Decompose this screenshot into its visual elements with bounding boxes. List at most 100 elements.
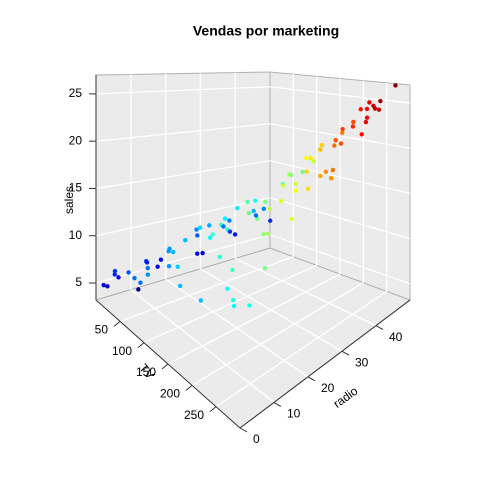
point — [105, 284, 110, 289]
point — [246, 210, 252, 216]
point — [175, 264, 180, 269]
grid-line — [269, 123, 411, 149]
grid-line — [215, 290, 388, 408]
point — [208, 235, 213, 240]
y-tick-label: 40 — [389, 330, 403, 344]
z-tick-label: 10 — [69, 228, 83, 242]
point — [280, 183, 286, 188]
point — [158, 257, 164, 262]
point — [289, 172, 294, 178]
grid-line — [269, 160, 411, 195]
point — [112, 272, 117, 277]
points — [101, 83, 398, 309]
y-tick — [239, 427, 248, 433]
point — [101, 282, 106, 288]
grid-line — [200, 268, 343, 352]
x-tick — [161, 363, 169, 370]
point — [262, 265, 268, 271]
point — [200, 250, 205, 256]
x-tick-label: 150 — [136, 365, 156, 379]
point — [245, 199, 250, 205]
y-tick-label: 30 — [355, 355, 369, 369]
point — [247, 303, 252, 308]
point — [230, 267, 235, 273]
x-tick — [185, 384, 193, 391]
point — [350, 124, 356, 129]
point — [183, 238, 188, 243]
point — [155, 264, 160, 269]
point — [251, 208, 256, 214]
point — [340, 126, 345, 132]
point — [235, 206, 240, 211]
grid-line — [269, 234, 411, 285]
point — [318, 173, 323, 179]
y-tick-label: 20 — [321, 381, 335, 395]
point — [378, 98, 383, 104]
point — [126, 270, 131, 275]
y-tick-label: 0 — [253, 432, 260, 446]
point — [267, 206, 272, 212]
point — [221, 224, 226, 229]
point — [308, 155, 313, 161]
grid-line — [95, 160, 271, 190]
point — [330, 167, 336, 173]
grid-line — [95, 123, 271, 142]
y-tick — [307, 376, 316, 382]
point — [132, 275, 137, 281]
point — [166, 264, 172, 269]
point — [364, 106, 370, 112]
point — [253, 198, 258, 203]
point — [305, 186, 311, 192]
point — [222, 216, 228, 221]
point — [266, 231, 271, 236]
point — [358, 107, 363, 112]
x-tick — [137, 342, 145, 349]
point — [318, 147, 323, 152]
point — [339, 130, 345, 136]
point — [227, 218, 232, 223]
point — [227, 229, 233, 234]
y-tick — [375, 325, 384, 331]
point — [116, 275, 121, 280]
point — [136, 287, 141, 292]
z-tick-label: 15 — [69, 181, 83, 195]
point — [144, 260, 150, 265]
point — [207, 223, 212, 228]
grid-line — [234, 257, 377, 327]
point — [300, 169, 305, 174]
grid-line — [95, 234, 271, 284]
grid-line — [165, 278, 309, 378]
point — [194, 227, 199, 232]
point — [145, 272, 151, 277]
z-tick-label: 20 — [69, 133, 83, 147]
point — [232, 232, 238, 237]
point — [145, 265, 151, 271]
x-tick-label: 250 — [184, 408, 204, 422]
chart-title: Vendas por marketing — [193, 23, 339, 39]
point — [323, 169, 329, 174]
point — [195, 233, 200, 238]
y-axis-line — [239, 299, 411, 429]
point — [364, 115, 370, 120]
grid-line — [269, 86, 411, 104]
point — [225, 286, 230, 291]
point — [363, 119, 369, 125]
x-tick — [209, 406, 217, 413]
point — [304, 155, 309, 161]
point — [217, 254, 223, 260]
point — [289, 216, 294, 222]
point — [393, 83, 398, 88]
grid-line — [95, 86, 271, 95]
panes — [94, 71, 412, 429]
x-tick-label: 100 — [112, 344, 132, 358]
point — [197, 225, 203, 230]
x-tick-label: 200 — [160, 387, 180, 401]
x-tick — [113, 320, 121, 327]
point — [261, 206, 266, 212]
y-tick-label: 10 — [287, 407, 301, 421]
grid-line — [130, 289, 275, 403]
x-tick-label: 50 — [95, 323, 109, 337]
grid-line — [269, 197, 411, 240]
point — [138, 280, 143, 285]
